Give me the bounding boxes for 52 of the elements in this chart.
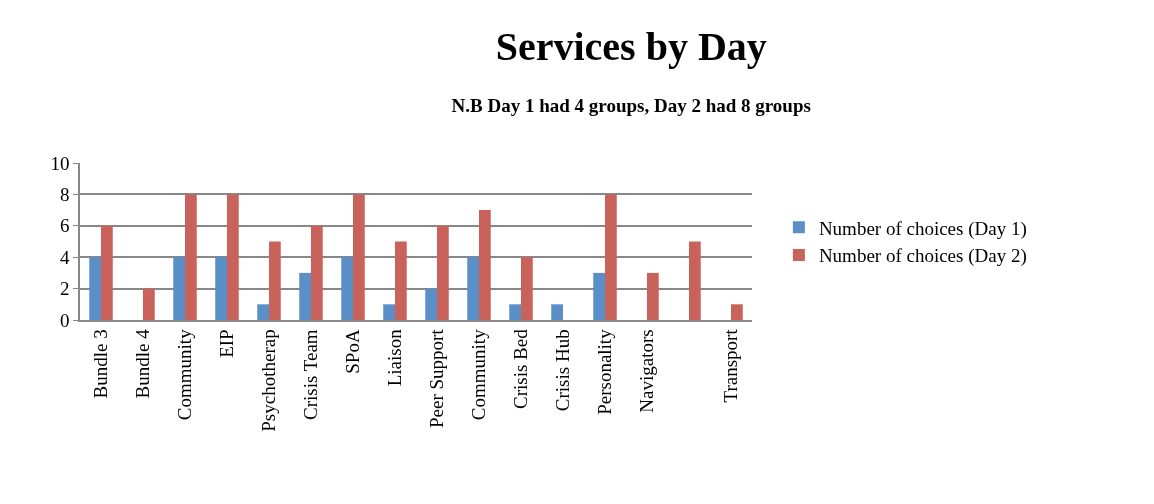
x-tick-label: Community [468, 328, 490, 421]
x-tick-label: EIP [216, 329, 238, 358]
bar [437, 225, 449, 320]
y-tick-label: 6 [59, 215, 70, 237]
bar [467, 257, 479, 320]
bar [269, 241, 281, 320]
bar [605, 194, 617, 320]
bar [173, 257, 185, 320]
x-tick-label: Crisis Hub [552, 329, 574, 412]
x-tick-label: Psychotherap [258, 329, 280, 432]
bar [425, 288, 437, 320]
x-tick-label: Bundle 4 [132, 328, 154, 399]
bar [551, 304, 563, 320]
bar [731, 304, 743, 320]
bar [311, 225, 323, 320]
x-tick-label: SPoA [342, 329, 364, 374]
y-tick-label: 0 [59, 309, 70, 331]
bar [227, 194, 239, 320]
bar [215, 257, 227, 320]
chart-title: Services by Day [495, 24, 767, 70]
bar [353, 194, 365, 320]
x-tick-label: Transport [720, 328, 742, 403]
bar [143, 288, 155, 320]
bar [383, 304, 395, 320]
y-tick-label: 2 [59, 278, 70, 300]
x-tick-label: Community [174, 328, 196, 421]
y-tick-label: 10 [50, 152, 70, 174]
bar [479, 210, 491, 320]
x-tick-label: Peer Support [426, 328, 448, 429]
y-tick-label: 8 [59, 184, 70, 206]
bar [299, 272, 311, 320]
bar [341, 257, 353, 320]
legend-label: Number of choices (Day 1) [818, 217, 1027, 240]
bar [257, 304, 269, 320]
bar [521, 257, 533, 320]
x-tick-label: Crisis Team [300, 329, 322, 421]
bar [395, 241, 407, 320]
x-tick-label: Bundle 3 [90, 329, 112, 399]
x-tick-label: Personality [594, 328, 616, 415]
x-tick-label: Crisis Bed [510, 328, 532, 410]
bar [509, 304, 521, 320]
bar [89, 257, 101, 320]
legend-label: Number of choices (Day 2) [818, 245, 1027, 268]
bar [593, 272, 605, 320]
bar [689, 241, 701, 320]
bar [647, 272, 659, 320]
x-tick-label: Liaison [384, 328, 406, 387]
bar [101, 225, 113, 320]
chart-subtitle: N.B Day 1 had 4 groups, Day 2 had 8 groups [451, 95, 811, 117]
bar [185, 194, 197, 320]
y-tick-label: 4 [59, 246, 70, 268]
x-tick-label: Navigators [636, 329, 658, 413]
